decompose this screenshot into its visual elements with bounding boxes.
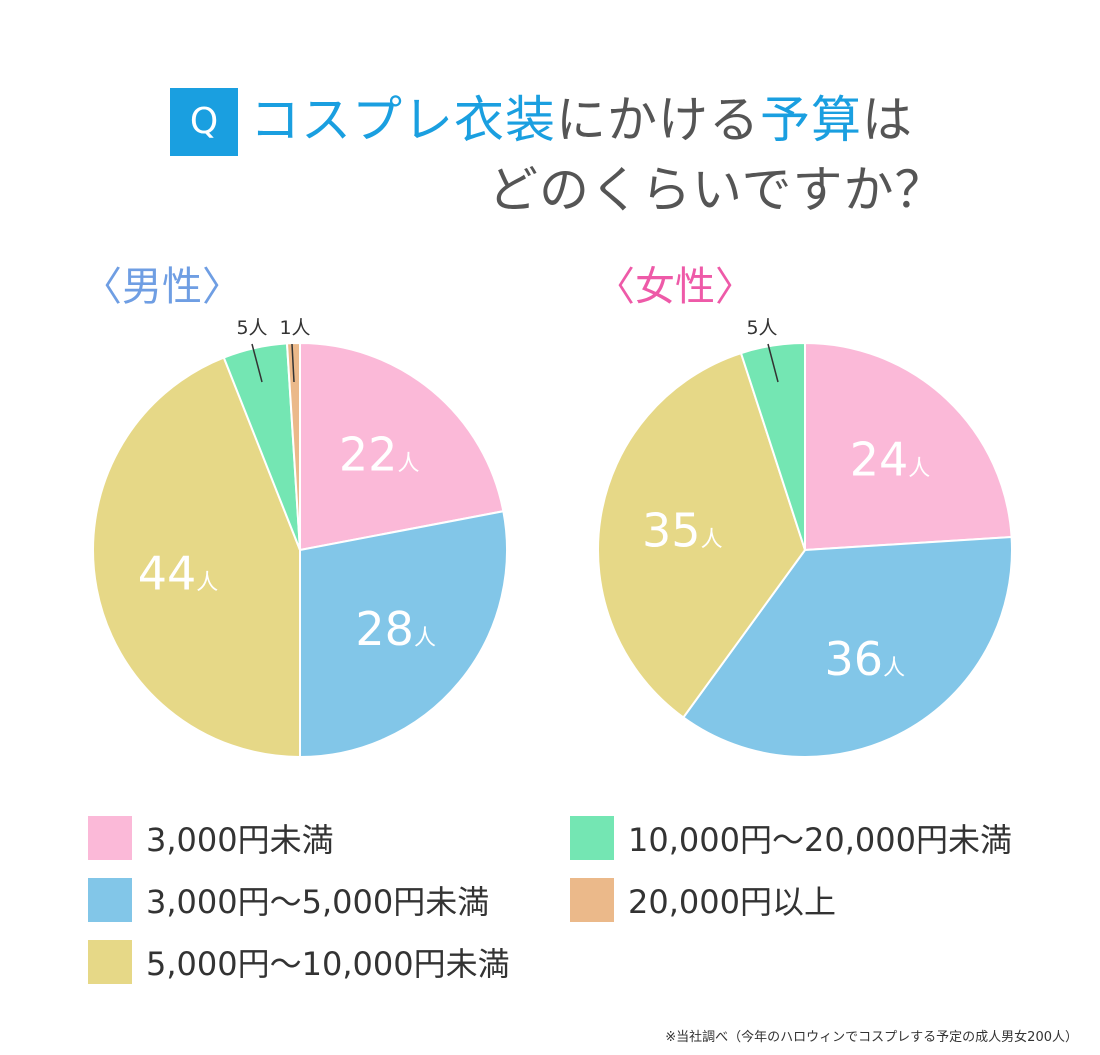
legend-label: 5,000円〜10,000円未満 <box>146 945 510 983</box>
title-segment: 予算 <box>760 91 862 149</box>
legend-label: 3,000円未満 <box>146 821 334 859</box>
leader-line <box>251 343 263 383</box>
pie-slice <box>739 341 806 551</box>
pie-slice <box>299 510 508 759</box>
legend-item: 10,000円〜20,000円未満 <box>570 812 1012 864</box>
pie-slice <box>285 341 301 551</box>
title-line-1: コスプレ衣装にかける予算は <box>250 80 913 160</box>
slice-value-label: 1人 <box>279 317 310 339</box>
legend-swatch <box>570 816 614 860</box>
legend-item: 5,000円〜10,000円未満 <box>88 936 510 988</box>
title-line-2: どのくらいですか？ <box>488 161 946 219</box>
legend-swatch <box>88 940 132 984</box>
female-pie-label: 〈女性〉 <box>595 264 755 310</box>
legend-swatch <box>88 878 132 922</box>
pie-slice <box>597 351 807 719</box>
legend-label: 10,000円〜20,000円未満 <box>628 821 1012 859</box>
pie-slice <box>299 341 505 552</box>
leader-line <box>291 343 295 383</box>
title-segment: コスプレ衣装 <box>250 91 556 149</box>
legend-item: 20,000円以上 <box>570 874 836 926</box>
legend-label: 20,000円以上 <box>628 883 836 921</box>
title-segment: にかける <box>556 91 760 149</box>
legend-swatch <box>570 878 614 922</box>
pie-slice <box>804 341 1013 552</box>
legend-swatch <box>88 816 132 860</box>
title-segment: は <box>862 91 913 149</box>
slice-value-label: 5人 <box>236 317 267 339</box>
legend-label: 3,000円〜5,000円未満 <box>146 883 490 921</box>
slice-value-label: 5人 <box>746 317 777 339</box>
slice-value-label: 28人 <box>355 602 436 656</box>
chart-title: Q コスプレ衣装にかける予算は どのくらいですか？ <box>0 0 1100 230</box>
leader-line <box>767 343 779 383</box>
legend-item: 3,000円〜5,000円未満 <box>88 874 489 926</box>
pie-slice <box>92 356 301 759</box>
male-pie-label: 〈男性〉 <box>82 264 242 310</box>
footnote: ※当社調べ（今年のハロウィンでコスプレする予定の成人男女200人） <box>665 1030 1078 1045</box>
q-badge: Q <box>170 88 238 156</box>
pie-slice <box>681 535 1013 758</box>
legend-item: 3,000円未満 <box>88 812 334 864</box>
